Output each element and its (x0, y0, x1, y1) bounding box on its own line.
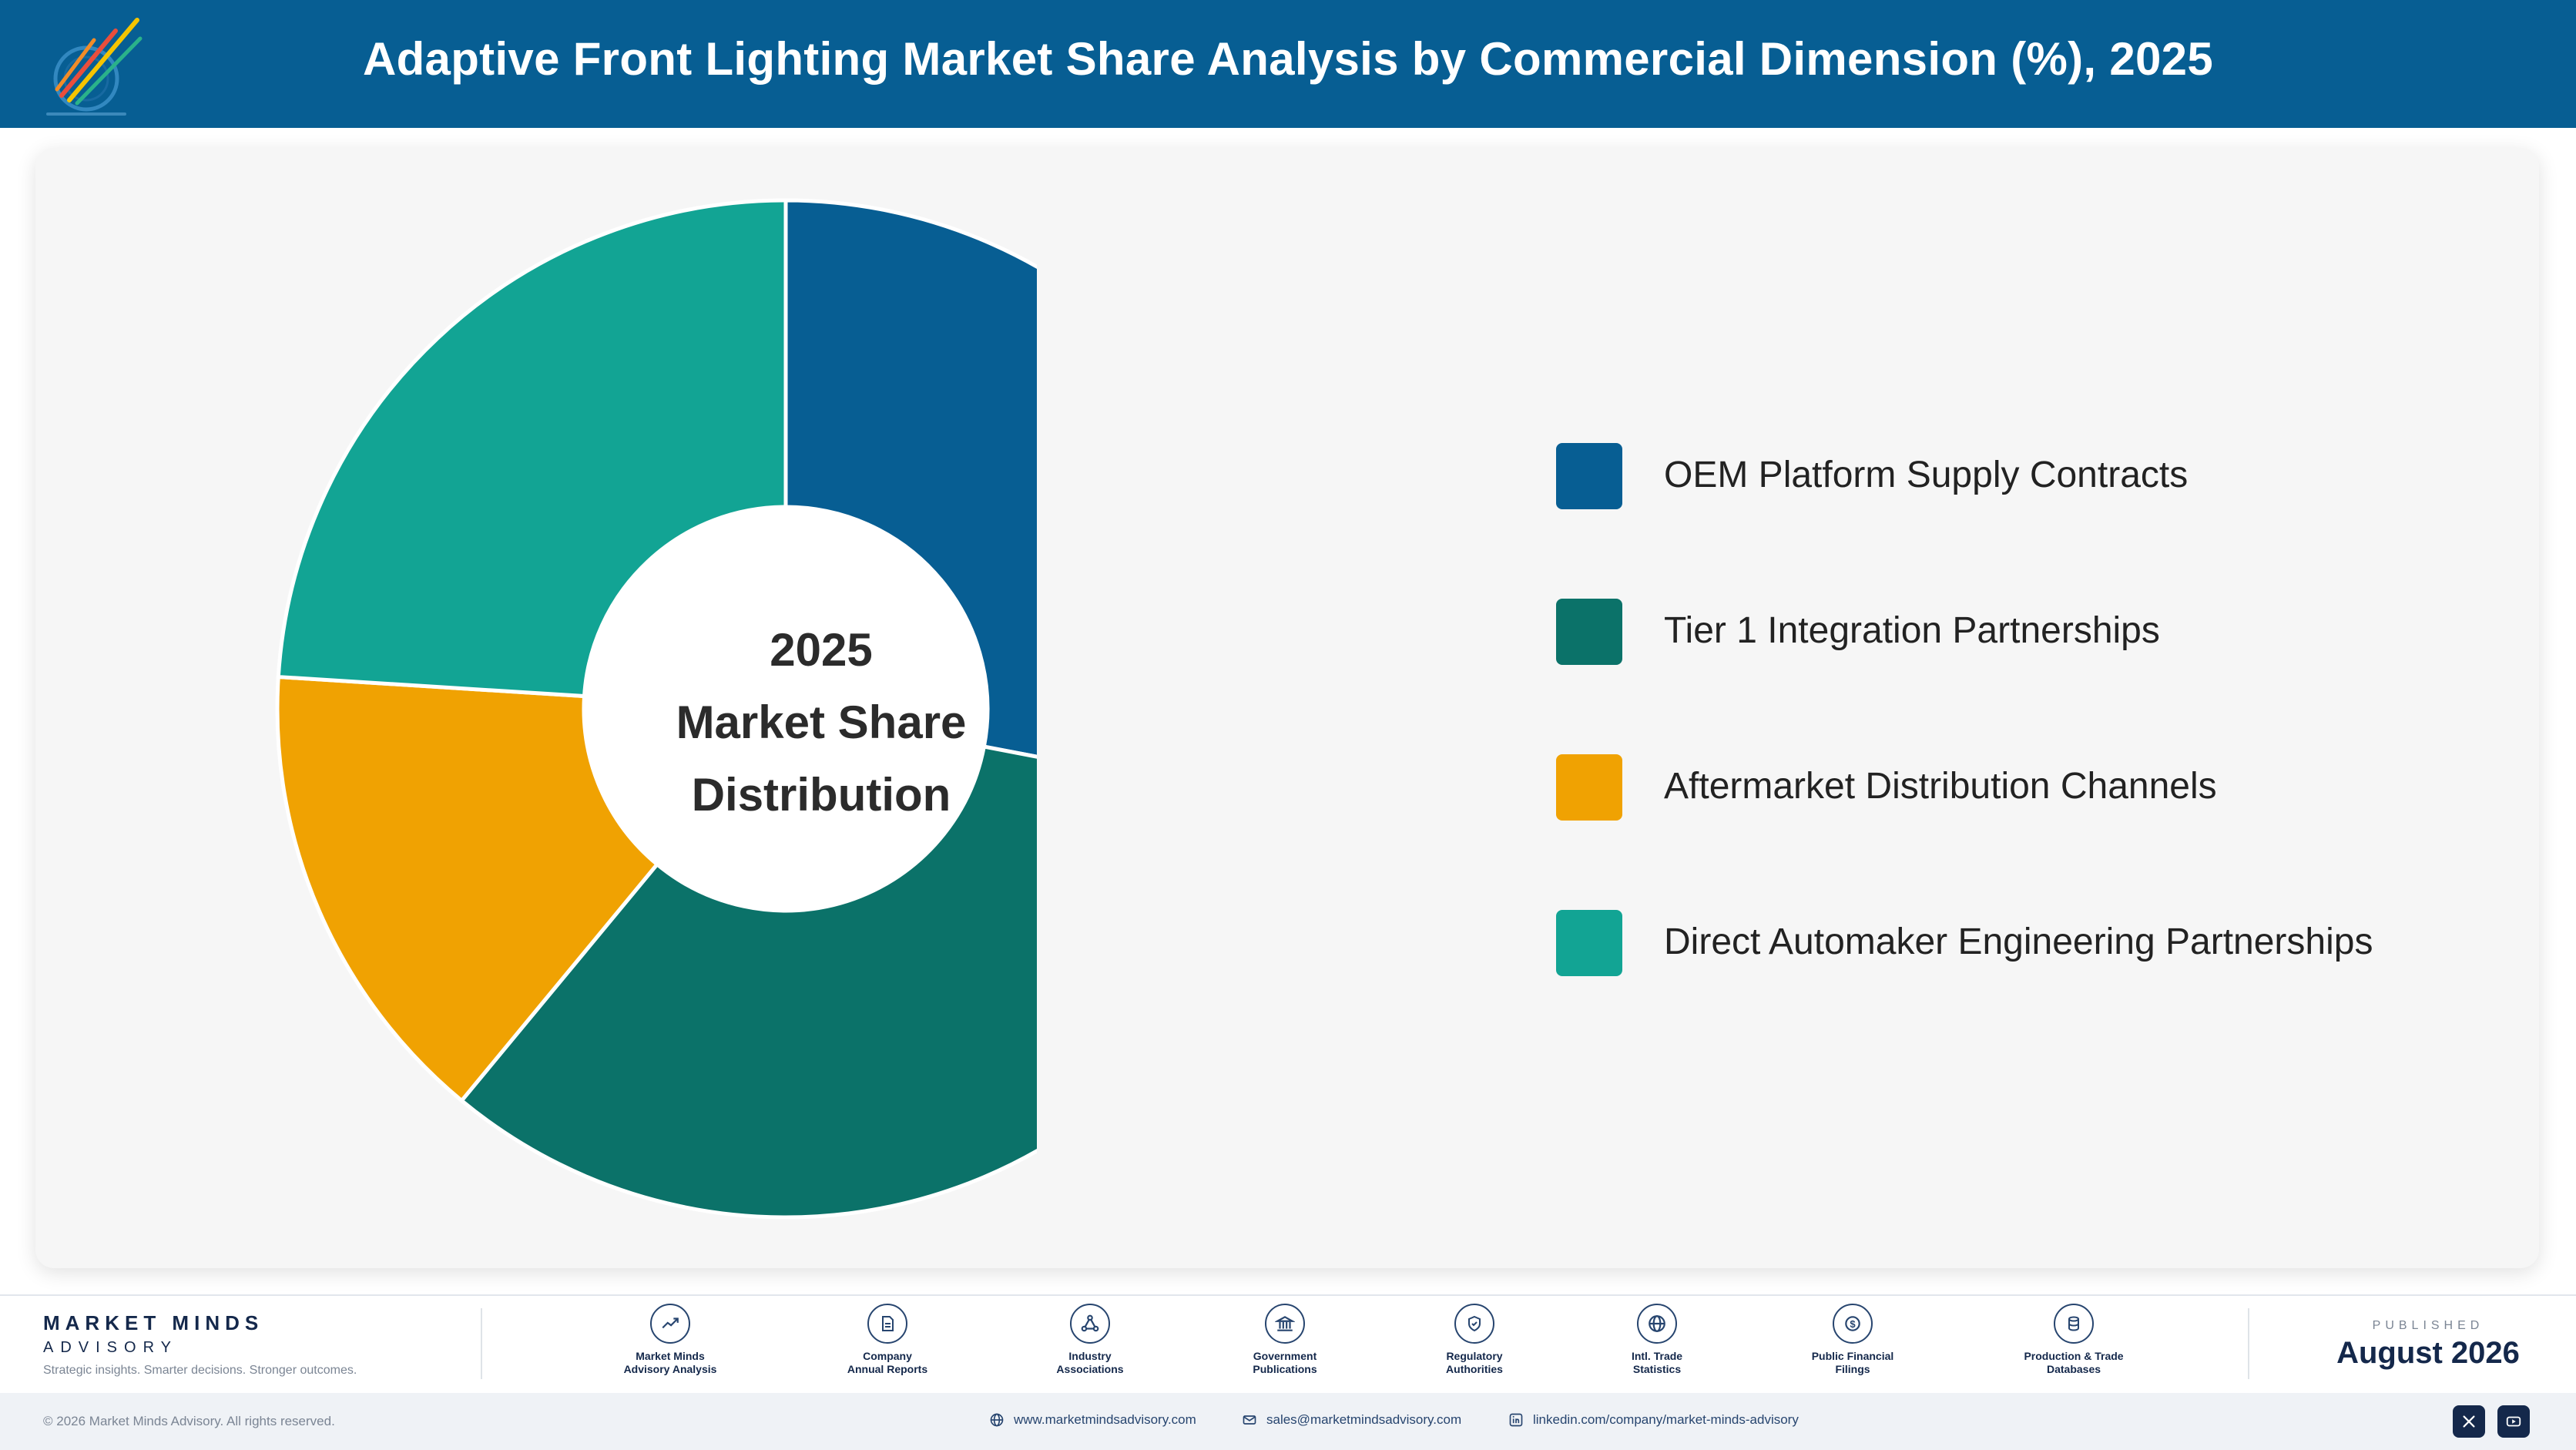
source-government-publications: Government Publications (1208, 1304, 1362, 1376)
source-label: Market Minds (636, 1350, 705, 1362)
donut-hole (584, 507, 988, 911)
source-label: Annual Reports (847, 1363, 928, 1375)
source-production-trade-databases: Production & Trade Databases (1997, 1304, 2151, 1376)
brand-subtitle: ADVISORY (43, 1339, 178, 1356)
source-label: Authorities (1446, 1363, 1503, 1375)
source-label: Publications (1253, 1363, 1317, 1375)
globe-icon (990, 1413, 1004, 1427)
brand-tagline: Strategic insights. Smarter decisions. S… (43, 1364, 357, 1377)
published-caption: PUBLISHED (2372, 1319, 2484, 1332)
legend-swatch (1556, 443, 1622, 509)
legend-swatch (1556, 910, 1622, 976)
document-icon (867, 1304, 907, 1344)
header-bar: Adaptive Front Lighting Market Share Ana… (0, 0, 2576, 128)
source-intl-trade-statistics: Intl. Trade Statistics (1580, 1304, 1734, 1376)
mail-icon (1243, 1415, 1256, 1425)
source-label: Company (863, 1350, 912, 1362)
x-social-button[interactable] (2453, 1405, 2485, 1438)
shield-check-icon (1454, 1304, 1494, 1344)
source-label: Advisory Analysis (623, 1363, 717, 1375)
linkedin-text: linkedin.com/company/market-minds-adviso… (1533, 1412, 1799, 1427)
source-label: Associations (1056, 1363, 1124, 1375)
source-label: Public Financial (1811, 1350, 1894, 1362)
source-regulatory-authorities: Regulatory Authorities (1397, 1304, 1551, 1376)
dollar-coin-icon: $ (1833, 1304, 1873, 1344)
center-label-year: 2025 (770, 624, 873, 676)
legend-label: Tier 1 Integration Partnerships (1664, 610, 2160, 651)
source-industry-associations: Industry Associations (1013, 1304, 1167, 1376)
source-label: Filings (1835, 1363, 1870, 1375)
legend-label: Direct Automaker Engineering Partnership… (1664, 921, 2373, 962)
chart-card: 2025 Market Share Distribution OEM Platf… (35, 148, 2539, 1268)
linkedin-link[interactable]: linkedin.com/company/market-minds-adviso… (1508, 1412, 1799, 1428)
youtube-icon (2506, 1416, 2521, 1427)
center-label-line3: Distribution (691, 769, 951, 821)
email-link[interactable]: sales@marketmindsadvisory.com (1242, 1412, 1461, 1428)
footer-divider (481, 1308, 482, 1379)
trend-chart-icon (650, 1304, 690, 1344)
x-icon (2463, 1415, 2475, 1428)
footer-contact-bar: © 2026 Market Minds Advisory. All rights… (0, 1393, 2576, 1450)
email-text: sales@marketmindsadvisory.com (1266, 1412, 1462, 1427)
donut-chart (275, 198, 1037, 1220)
globe-icon (1637, 1304, 1677, 1344)
published-date: August 2026 (2336, 1336, 2520, 1370)
source-label: Databases (2046, 1363, 2101, 1375)
page-title: Adaptive Front Lighting Market Share Ana… (362, 33, 2214, 85)
brand-name: MARKET MINDS (43, 1311, 264, 1334)
footer-divider (2248, 1308, 2249, 1379)
svg-text:$: $ (1850, 1318, 1856, 1330)
source-label: Industry (1068, 1350, 1112, 1362)
donut-center-label: 2025 Market Share Distribution (644, 614, 998, 831)
legend-label: OEM Platform Supply Contracts (1664, 455, 2189, 495)
website-link[interactable]: www.marketmindsadvisory.com (989, 1412, 1196, 1428)
pie-slice-0 (783, 198, 1037, 759)
source-label: Production & Trade (2024, 1350, 2124, 1362)
copyright-text: © 2026 Market Minds Advisory. All rights… (43, 1414, 335, 1428)
government-building-icon (1265, 1304, 1305, 1344)
database-icon (2054, 1304, 2094, 1344)
source-label: Regulatory (1446, 1350, 1503, 1362)
legend-swatch (1556, 599, 1622, 665)
center-label-line2: Market Share (676, 696, 967, 748)
source-label: Statistics (1632, 1363, 1682, 1375)
youtube-social-button[interactable] (2497, 1405, 2530, 1438)
linkedin-icon (1509, 1413, 1523, 1427)
legend-swatch (1556, 754, 1622, 821)
source-label: Intl. Trade (1631, 1350, 1683, 1362)
source-public-financial-filings: $ Public Financial Filings (1776, 1304, 1930, 1376)
legend-label: Aftermarket Distribution Channels (1664, 766, 2217, 807)
website-text: www.marketmindsadvisory.com (1014, 1412, 1196, 1427)
source-company-reports: Company Annual Reports (810, 1304, 964, 1376)
footer: MARKET MINDS ADVISORY Strategic insights… (0, 1294, 2576, 1393)
source-market-minds-analysis: Market Minds Advisory Analysis (593, 1304, 747, 1376)
company-logo (46, 18, 143, 116)
source-label: Government (1253, 1350, 1317, 1362)
network-icon (1070, 1304, 1110, 1344)
